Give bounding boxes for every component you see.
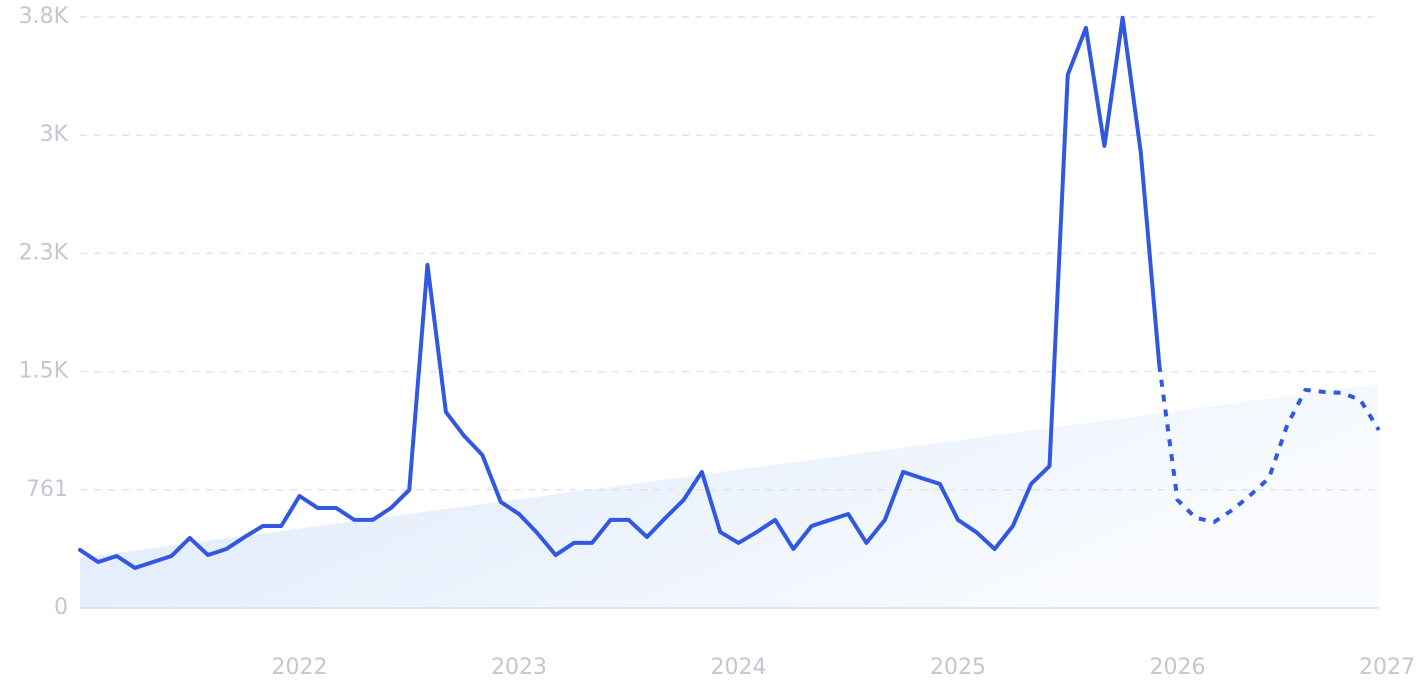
x-tick-label: 2022: [272, 655, 328, 680]
trend-area: [80, 383, 1379, 608]
x-tick-label: 2023: [491, 655, 547, 680]
y-tick-label: 2.3K: [19, 240, 69, 265]
y-tick-label: 1.5K: [19, 359, 69, 384]
y-tick-label: 761: [26, 477, 68, 502]
y-tick-label: 0: [54, 595, 68, 620]
x-tick-label: 2027: [1359, 655, 1415, 680]
x-tick-label: 2024: [711, 655, 767, 680]
data-line: [78, 15, 1162, 570]
x-tick-label: 2026: [1150, 655, 1206, 680]
y-tick-label: 3.8K: [19, 4, 69, 29]
x-tick-label: 2025: [930, 655, 986, 680]
y-tick-label: 3K: [40, 122, 69, 147]
